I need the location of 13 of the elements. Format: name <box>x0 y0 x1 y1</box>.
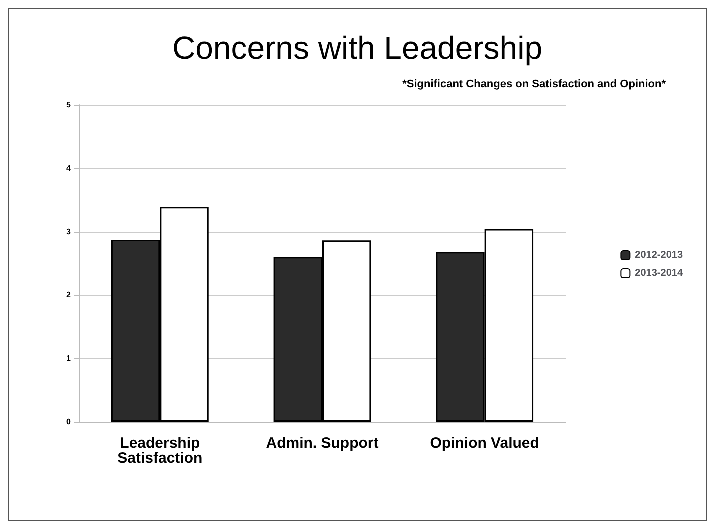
y-tick-label: 2 <box>66 290 72 300</box>
chart-title: Concerns with Leadership <box>172 30 542 66</box>
legend-label: 2013-2014 <box>635 268 684 279</box>
x-tick-label: Leadership Satisfaction <box>118 435 203 467</box>
y-tick-label: 3 <box>66 227 72 236</box>
legend-label: 2012-2013 <box>635 250 684 261</box>
x-tick-label: Admin. Support <box>266 435 379 452</box>
y-tick-label: 0 <box>66 418 72 426</box>
text: *Significant Changes on Satisfaction and Opinion* <box>402 78 667 90</box>
y-tick-label: 5 <box>66 100 72 110</box>
y-tick-label: 4 <box>66 164 72 173</box>
y-tick-label: 1 <box>66 354 72 364</box>
x-tick-label: Opinion Valued <box>430 435 540 452</box>
